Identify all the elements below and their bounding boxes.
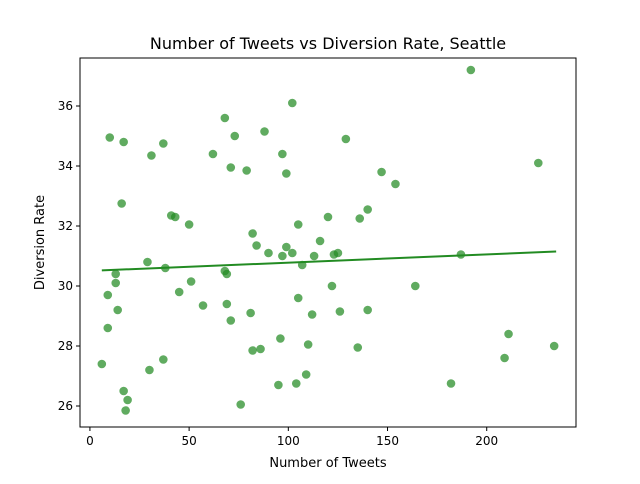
x-axis: 0 50 100 150 200 [86, 427, 498, 448]
data-point [466, 65, 476, 75]
data-point [323, 212, 333, 222]
data-point [335, 307, 345, 316]
data-point [353, 343, 363, 352]
x-axis-label: Number of Tweets [269, 456, 387, 471]
data-point [315, 236, 325, 246]
data-point [252, 241, 261, 250]
data-point [117, 199, 126, 208]
data-point [278, 251, 287, 261]
data-point [147, 151, 156, 160]
data-point [121, 406, 130, 415]
data-point [222, 269, 232, 279]
data-point [145, 365, 154, 375]
data-point [278, 149, 287, 159]
data-point [236, 400, 246, 409]
data-point [287, 98, 297, 108]
data-point [363, 205, 372, 214]
data-point [111, 269, 121, 279]
y-axis-label: Diversion Rate [33, 195, 48, 290]
data-point [159, 355, 168, 364]
data-point [333, 248, 343, 258]
data-point [377, 167, 386, 177]
data-point [504, 329, 513, 339]
data-point [256, 344, 265, 354]
data-point [198, 301, 208, 310]
data-point [119, 386, 128, 396]
data-point [246, 308, 255, 318]
data-point [276, 334, 285, 343]
data-point [303, 340, 313, 349]
data-point [274, 380, 283, 390]
data-point [363, 305, 372, 315]
data-point [293, 220, 303, 229]
chart-title: Number of Tweets vs Diversion Rate, Seat… [150, 34, 506, 53]
x-tick-label: 150 [376, 434, 399, 448]
data-point [446, 379, 456, 388]
data-point [119, 137, 128, 147]
data-point [260, 127, 269, 136]
data-point [248, 346, 257, 355]
data-point [226, 163, 236, 172]
data-point [327, 281, 337, 291]
data-point [341, 134, 351, 144]
data-point [174, 287, 184, 297]
data-point [103, 290, 113, 300]
y-tick-label: 32 [58, 219, 73, 233]
data-point [248, 229, 257, 238]
data-point [309, 251, 319, 261]
data-point [291, 379, 301, 388]
data-point [143, 257, 152, 267]
plot-frame [79, 57, 577, 428]
data-point [186, 277, 196, 286]
x-tick-label: 200 [475, 434, 498, 448]
data-point [105, 133, 115, 142]
data-point [230, 131, 240, 141]
data-point [282, 242, 291, 252]
data-point [208, 149, 218, 159]
data-point [113, 305, 122, 315]
data-point [293, 293, 303, 303]
data-point [226, 316, 236, 325]
y-tick-label: 34 [58, 159, 73, 173]
data-point [391, 179, 400, 189]
data-point [500, 353, 509, 363]
data-point [301, 370, 311, 379]
data-point [159, 139, 168, 148]
data-point [103, 323, 113, 333]
data-point [184, 220, 194, 229]
data-point [282, 169, 291, 178]
data-point [534, 158, 543, 168]
data-point [220, 113, 230, 123]
trend-line [101, 250, 557, 272]
y-tick-label: 26 [58, 399, 73, 413]
data-point [97, 359, 107, 369]
y-axis: 26 28 30 32 34 36 [58, 99, 80, 413]
y-tick-label: 28 [58, 339, 73, 353]
data-point [355, 214, 365, 223]
data-point [222, 299, 232, 309]
x-tick-label: 0 [86, 434, 94, 448]
plot-content [97, 65, 559, 415]
data-point [170, 212, 180, 222]
data-point [287, 248, 297, 258]
y-tick-label: 30 [58, 279, 73, 293]
data-point [111, 278, 121, 288]
data-point [264, 248, 273, 258]
y-tick-label: 36 [58, 99, 73, 113]
data-point [123, 395, 132, 405]
data-point [307, 310, 317, 319]
x-tick-label: 50 [181, 434, 196, 448]
data-point [410, 281, 420, 291]
data-point [549, 341, 559, 351]
x-tick-label: 100 [277, 434, 300, 448]
data-point [242, 166, 251, 175]
